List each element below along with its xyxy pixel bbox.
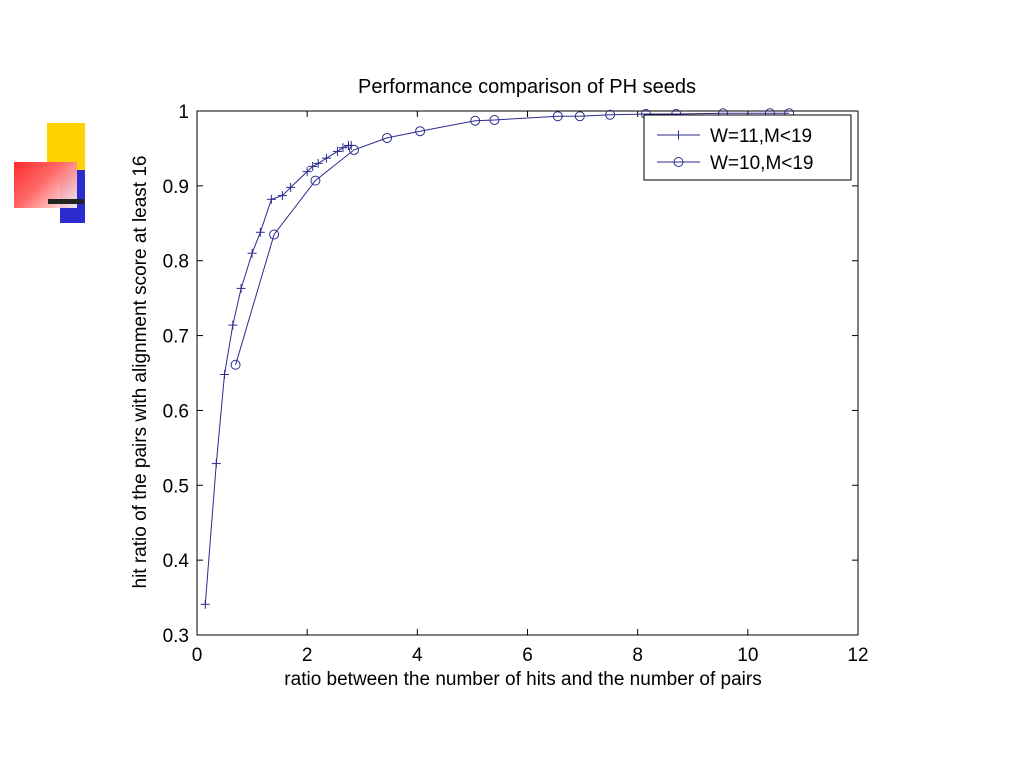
legend-label: W=10,M<19 xyxy=(710,153,814,174)
circle-marker xyxy=(574,111,585,122)
legend-box xyxy=(643,114,852,181)
x-tick-label: 4 xyxy=(412,645,423,666)
y-tick-label: 1 xyxy=(178,102,189,123)
circle-marker xyxy=(415,126,426,137)
y-axis-label: hit ratio of the pairs with alignment sc… xyxy=(130,155,151,588)
circle-marker xyxy=(348,144,359,155)
circle-marker xyxy=(230,359,241,370)
y-tick-label: 0.8 xyxy=(163,252,189,273)
x-tick-label: 12 xyxy=(847,645,868,666)
chart-title: Performance comparison of PH seeds xyxy=(358,76,696,98)
plot-frame xyxy=(196,110,859,636)
circle-marker xyxy=(489,114,500,125)
x-tick-label: 8 xyxy=(632,645,643,666)
y-tick-label: 0.7 xyxy=(163,327,189,348)
x-tick-label: 2 xyxy=(302,645,313,666)
slide-decoration xyxy=(0,0,100,240)
y-tick-label: 0.6 xyxy=(163,401,189,422)
series-line xyxy=(235,112,790,365)
y-tick-label: 0.3 xyxy=(163,626,189,647)
series-plus xyxy=(200,140,356,609)
y-axis: 0.3 0.4 0.5 0.6 0.7 0.8 0.9 1 xyxy=(163,102,858,647)
legend-label: W=11,M<19 xyxy=(710,126,812,147)
y-tick-label: 0.9 xyxy=(163,177,189,198)
circle-marker xyxy=(673,157,684,167)
circle-marker xyxy=(382,132,393,143)
x-axis: 0 2 4 6 8 10 12 xyxy=(192,111,869,666)
decoration-dark-bar xyxy=(48,199,84,204)
circle-marker xyxy=(552,111,563,122)
x-tick-label: 6 xyxy=(522,645,533,666)
circle-marker xyxy=(605,109,616,120)
circle-marker xyxy=(269,229,280,240)
series-line xyxy=(204,144,352,605)
circle-marker xyxy=(310,175,321,186)
series-layer xyxy=(200,108,795,609)
circle-marker xyxy=(470,115,481,126)
x-tick-label: 0 xyxy=(192,645,203,666)
x-axis-label: ratio between the number of hits and the… xyxy=(284,669,761,690)
y-tick-label: 0.5 xyxy=(163,476,189,497)
y-tick-label: 0.4 xyxy=(163,551,190,572)
x-tick-label: 10 xyxy=(737,645,758,666)
series-circle xyxy=(230,108,795,370)
legend: W=11,M<19 W=10,M<19 xyxy=(643,114,852,181)
